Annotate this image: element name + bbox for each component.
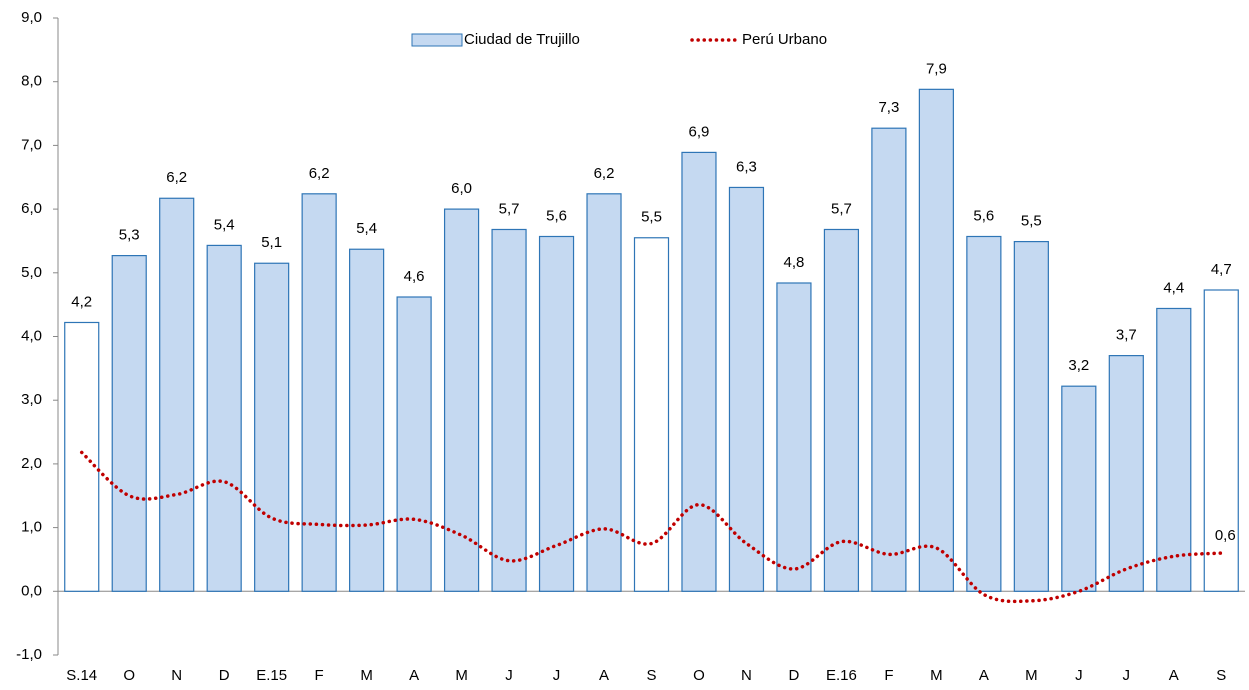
bar [1108, 355, 1144, 592]
y-tick-label: 2,0 [21, 455, 42, 472]
x-tick-label: A [409, 667, 419, 684]
bar [586, 193, 622, 592]
data-label: 5,6 [546, 207, 567, 224]
x-tick-label: M [455, 667, 468, 684]
x-tick-label: F [315, 667, 324, 684]
x-tick-label: A [599, 667, 609, 684]
x-tick-label: S.14 [66, 667, 97, 684]
y-tick-label: 7,0 [21, 136, 42, 153]
bar [823, 228, 860, 592]
data-label: 6,2 [594, 165, 615, 182]
x-tick-label: A [1169, 667, 1179, 684]
data-label: 6,0 [451, 180, 472, 197]
x-tick-label: M [930, 667, 943, 684]
data-label: 5,3 [119, 227, 140, 244]
line [79, 450, 1224, 604]
x-tick-label: A [979, 667, 989, 684]
y-tick-label: 1,0 [21, 519, 42, 536]
data-label: 4,8 [784, 254, 805, 271]
data-label: 6,3 [736, 158, 757, 175]
data-label: 5,6 [973, 207, 994, 224]
data-label: 5,7 [499, 200, 520, 217]
bar [396, 296, 432, 592]
x-tick-label: M [1025, 667, 1038, 684]
data-label: 5,5 [1021, 213, 1042, 230]
data-label: 7,9 [926, 60, 947, 77]
legend-label: Perú Urbano [742, 31, 827, 48]
y-tick-label: 3,0 [21, 391, 42, 408]
x-tick-label: E.16 [826, 667, 857, 684]
x-tick-label: F [884, 667, 893, 684]
data-label: 5,1 [261, 234, 282, 251]
bar [633, 237, 670, 592]
data-label: 4,6 [404, 268, 425, 285]
data-label: 5,4 [214, 216, 235, 233]
data-label: 5,7 [831, 200, 852, 217]
data-label: 3,7 [1116, 327, 1137, 344]
x-tick-label: O [693, 667, 705, 684]
bar [966, 235, 1002, 592]
bar [254, 262, 290, 592]
x-tick-label: N [171, 667, 182, 684]
bar [349, 248, 385, 592]
data-label: 0,6 [1215, 527, 1236, 544]
data-label: 6,2 [309, 165, 330, 182]
data-label: 4,4 [1163, 279, 1184, 296]
y-tick-label: 0,0 [21, 582, 42, 599]
legend-label: Ciudad de Trujillo [464, 31, 580, 48]
data-label: 3,2 [1068, 357, 1089, 374]
x-tick-label: J [553, 667, 561, 684]
x-tick-label: J [1075, 667, 1083, 684]
x-tick-label: D [789, 667, 800, 684]
y-tick-label: 8,0 [21, 73, 42, 90]
data-label: 6,9 [689, 123, 710, 140]
x-tick-label: E.15 [256, 667, 287, 684]
x-tick-label: M [360, 667, 373, 684]
bar [443, 208, 480, 592]
x-tick-label: D [219, 667, 230, 684]
bar [1203, 289, 1239, 592]
x-tick-label: S [1216, 667, 1226, 684]
legend-swatch [411, 33, 463, 47]
y-tick-label: 4,0 [21, 327, 42, 344]
bar [728, 186, 765, 592]
bar [1061, 385, 1097, 592]
data-label: 4,2 [71, 293, 92, 310]
bar [111, 255, 147, 592]
bar [1013, 240, 1049, 592]
data-label: 5,4 [356, 220, 377, 237]
bar [918, 88, 954, 592]
bar [491, 228, 527, 592]
x-tick-label: J [505, 667, 513, 684]
x-tick-label: J [1123, 667, 1131, 684]
data-label: 5,5 [641, 209, 662, 226]
bar [1156, 307, 1192, 592]
x-tick-label: N [741, 667, 752, 684]
bar [776, 282, 812, 592]
data-label: 4,7 [1211, 261, 1232, 278]
bar [206, 244, 242, 592]
y-tick-label: -1,0 [16, 646, 42, 663]
bar [159, 197, 195, 592]
x-tick-label: S [646, 667, 656, 684]
bar [64, 321, 100, 592]
bar [301, 193, 337, 592]
y-tick-label: 5,0 [21, 264, 42, 281]
y-tick-label: 9,0 [21, 9, 42, 26]
bar [871, 127, 907, 592]
y-tick-label: 6,0 [21, 200, 42, 217]
data-label: 6,2 [166, 169, 187, 186]
x-tick-label: O [123, 667, 135, 684]
bar [681, 151, 717, 592]
data-label: 7,3 [878, 99, 899, 116]
bar [538, 235, 575, 592]
